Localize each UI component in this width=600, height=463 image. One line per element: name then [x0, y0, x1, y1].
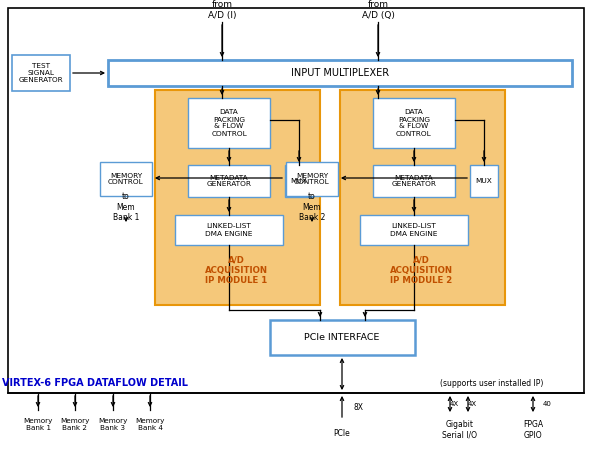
Text: MEMORY
CONTROL: MEMORY CONTROL	[108, 173, 144, 186]
Text: Memory
Bank 1: Memory Bank 1	[23, 419, 53, 432]
Bar	[373, 165, 455, 197]
Bar	[100, 162, 152, 196]
Text: DATA
PACKING
& FLOW
CONTROL: DATA PACKING & FLOW CONTROL	[211, 110, 247, 137]
Text: (supports user installed IP): (supports user installed IP)	[440, 378, 544, 388]
Text: Memory
Bank 2: Memory Bank 2	[61, 419, 89, 432]
Bar	[286, 162, 338, 196]
Text: from
A/D (Q): from A/D (Q)	[362, 0, 394, 20]
Text: VIRTEX-6 FPGA DATAFLOW DETAIL: VIRTEX-6 FPGA DATAFLOW DETAIL	[2, 378, 188, 388]
Text: INPUT MULTIPLEXER: INPUT MULTIPLEXER	[291, 68, 389, 78]
Bar	[8, 8, 584, 393]
Bar	[285, 165, 313, 197]
Text: MUX: MUX	[290, 178, 307, 184]
Bar	[175, 215, 283, 245]
Text: A/D
ACQUISITION
IP MODULE 2: A/D ACQUISITION IP MODULE 2	[389, 255, 452, 285]
Bar	[188, 165, 270, 197]
Text: MUX: MUX	[476, 178, 493, 184]
Text: 4X: 4X	[449, 401, 458, 407]
Text: METADATA
GENERATOR: METADATA GENERATOR	[392, 175, 437, 188]
Text: METADATA
GENERATOR: METADATA GENERATOR	[206, 175, 251, 188]
Text: to
Mem
Bank 2: to Mem Bank 2	[299, 192, 325, 222]
Text: PCIe INTERFACE: PCIe INTERFACE	[304, 332, 380, 342]
Text: Memory
Bank 3: Memory Bank 3	[98, 419, 128, 432]
Text: MEMORY
CONTROL: MEMORY CONTROL	[294, 173, 330, 186]
Text: to
Mem
Bank 1: to Mem Bank 1	[113, 192, 139, 222]
Bar	[340, 90, 505, 305]
Bar	[108, 60, 572, 86]
Text: 4X: 4X	[467, 401, 476, 407]
Text: Gigabit
Serial I/O: Gigabit Serial I/O	[443, 420, 478, 440]
Text: from
A/D (I): from A/D (I)	[208, 0, 236, 20]
Text: Memory
Bank 4: Memory Bank 4	[136, 419, 164, 432]
Bar	[12, 55, 70, 91]
Bar	[270, 320, 415, 355]
Text: A/D
ACQUISITION
IP MODULE 1: A/D ACQUISITION IP MODULE 1	[205, 255, 268, 285]
Bar	[155, 90, 320, 305]
Bar	[360, 215, 468, 245]
Text: PCIe: PCIe	[334, 428, 350, 438]
Bar	[188, 98, 270, 148]
Text: LINKED-LIST
DMA ENGINE: LINKED-LIST DMA ENGINE	[391, 224, 437, 237]
Text: DATA
PACKING
& FLOW
CONTROL: DATA PACKING & FLOW CONTROL	[396, 110, 432, 137]
Text: LINKED-LIST
DMA ENGINE: LINKED-LIST DMA ENGINE	[205, 224, 253, 237]
Text: FPGA
GPIO: FPGA GPIO	[523, 420, 543, 440]
Text: TEST
SIGNAL
GENERATOR: TEST SIGNAL GENERATOR	[19, 63, 64, 83]
Bar	[373, 98, 455, 148]
Text: 40: 40	[543, 401, 552, 407]
Bar	[470, 165, 498, 197]
Text: 8X: 8X	[353, 403, 363, 413]
